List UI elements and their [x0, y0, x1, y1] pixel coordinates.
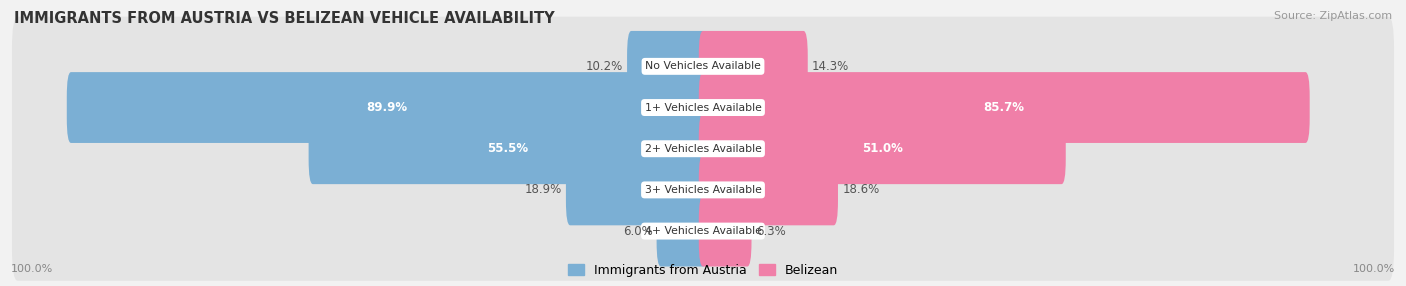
Text: 55.5%: 55.5%	[488, 142, 529, 155]
FancyBboxPatch shape	[13, 17, 1395, 116]
Text: 18.9%: 18.9%	[524, 183, 562, 196]
FancyBboxPatch shape	[699, 72, 1310, 143]
FancyBboxPatch shape	[699, 113, 1066, 184]
FancyBboxPatch shape	[657, 196, 707, 267]
FancyBboxPatch shape	[699, 31, 807, 102]
Text: 89.9%: 89.9%	[367, 101, 408, 114]
Text: 14.3%: 14.3%	[813, 60, 849, 73]
FancyBboxPatch shape	[13, 58, 1395, 157]
FancyBboxPatch shape	[565, 154, 707, 225]
Legend: Immigrants from Austria, Belizean: Immigrants from Austria, Belizean	[568, 264, 838, 277]
Text: 3+ Vehicles Available: 3+ Vehicles Available	[644, 185, 762, 195]
Text: 51.0%: 51.0%	[862, 142, 903, 155]
Text: 1+ Vehicles Available: 1+ Vehicles Available	[644, 103, 762, 112]
Text: No Vehicles Available: No Vehicles Available	[645, 61, 761, 71]
Text: Source: ZipAtlas.com: Source: ZipAtlas.com	[1274, 11, 1392, 21]
Text: 6.3%: 6.3%	[756, 225, 786, 238]
FancyBboxPatch shape	[13, 99, 1395, 198]
FancyBboxPatch shape	[308, 113, 707, 184]
FancyBboxPatch shape	[699, 196, 752, 267]
FancyBboxPatch shape	[66, 72, 707, 143]
Text: 10.2%: 10.2%	[586, 60, 623, 73]
Text: 6.0%: 6.0%	[623, 225, 652, 238]
Text: 18.6%: 18.6%	[842, 183, 879, 196]
Text: 100.0%: 100.0%	[11, 264, 53, 274]
Text: 85.7%: 85.7%	[984, 101, 1025, 114]
Text: 100.0%: 100.0%	[1353, 264, 1395, 274]
Text: 2+ Vehicles Available: 2+ Vehicles Available	[644, 144, 762, 154]
FancyBboxPatch shape	[699, 154, 838, 225]
FancyBboxPatch shape	[13, 181, 1395, 281]
FancyBboxPatch shape	[627, 31, 707, 102]
FancyBboxPatch shape	[13, 140, 1395, 240]
Text: IMMIGRANTS FROM AUSTRIA VS BELIZEAN VEHICLE AVAILABILITY: IMMIGRANTS FROM AUSTRIA VS BELIZEAN VEHI…	[14, 11, 555, 26]
Text: 4+ Vehicles Available: 4+ Vehicles Available	[644, 226, 762, 236]
